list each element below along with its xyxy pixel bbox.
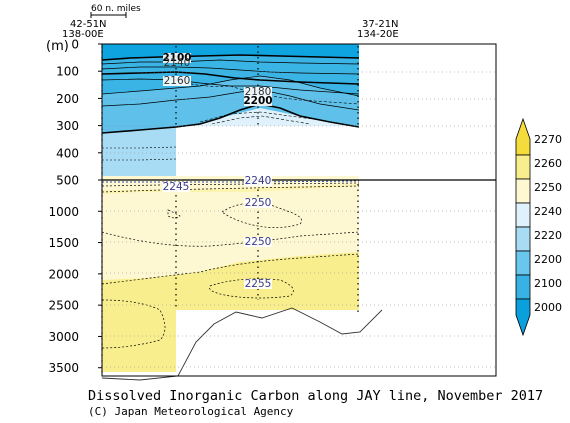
y-tick-label: 3500 xyxy=(48,361,79,375)
contour-label: 2240 xyxy=(245,175,272,187)
colorbar-label: 2270 xyxy=(534,133,562,146)
contour-label: 2245 xyxy=(163,181,190,193)
colorbar-segment xyxy=(515,117,531,156)
contour-label-bg xyxy=(163,76,191,86)
colorbar-segment xyxy=(515,202,531,228)
y-unit-label: (m) xyxy=(46,39,69,54)
colorbar-label: 2100 xyxy=(534,277,562,290)
colorbar-segment xyxy=(515,274,531,300)
contour-label-bg xyxy=(244,87,272,97)
colorbar-label: 2240 xyxy=(534,205,562,218)
y-tick-label: 2000 xyxy=(48,267,79,281)
colorbar-segment xyxy=(515,298,531,337)
contour-label: 2180 xyxy=(245,86,272,98)
chart-title: Dissolved Inorganic Carbon along JAY lin… xyxy=(88,388,544,404)
y-tick-label: 0 xyxy=(71,38,79,52)
contour-label-bg xyxy=(162,182,190,192)
contour-label: 2250 xyxy=(245,236,272,248)
bottom-topography xyxy=(101,307,383,381)
y-tick-label: 1500 xyxy=(48,236,79,250)
colorbar-label: 2200 xyxy=(534,253,562,266)
contour-label-bg xyxy=(244,96,272,106)
y-axis-lower: 1000 1500 2000 2500 3000 3500 xyxy=(48,205,102,375)
scale-bar-label: 60 n. miles xyxy=(91,4,141,14)
upper-panel-contours xyxy=(102,54,359,161)
contour-label: 2255 xyxy=(245,278,272,290)
left-station-lon: 138-00E xyxy=(62,29,104,40)
contour-label: 2140 xyxy=(164,57,191,69)
contour-label: 2160 xyxy=(164,75,191,87)
colorbar-segment xyxy=(515,178,531,204)
right-station-lon: 134-20E xyxy=(357,29,399,40)
y-tick-label: 300 xyxy=(56,119,79,133)
plot-frame xyxy=(101,43,497,377)
y-tick-label: 100 xyxy=(56,65,79,79)
y-tick-label: 2500 xyxy=(48,299,79,313)
lower-panel-fill xyxy=(102,180,359,376)
colorbar-segment xyxy=(515,250,531,276)
y-tick-label: 1000 xyxy=(48,205,79,219)
y-tick-label: 3000 xyxy=(48,330,79,344)
colorbar-label: 2250 xyxy=(534,181,562,194)
colorbar-segment xyxy=(515,226,531,252)
colorbar-segment xyxy=(515,154,531,180)
contour-label: 2200 xyxy=(243,95,272,107)
y-axis-upper: 0 100 200 300 400 500 xyxy=(56,38,102,188)
contour-label-bg xyxy=(163,53,191,63)
contour-label-bg xyxy=(244,237,272,247)
station-headers: 42-51N 138-00E 37-21N 134-20E xyxy=(62,19,399,40)
right-station-lat: 37-21N xyxy=(362,19,399,30)
scale-bar: 60 n. miles xyxy=(90,4,141,18)
colorbar-label: 2260 xyxy=(534,157,562,170)
left-station-lat: 42-51N xyxy=(70,19,107,30)
grid-lines xyxy=(102,71,496,368)
colorbar-label: 2000 xyxy=(534,301,562,314)
y-tick-label: 400 xyxy=(56,146,79,160)
contour-label: 2250 xyxy=(245,197,272,209)
contour-label-bg xyxy=(244,279,272,289)
y-tick-label: 200 xyxy=(56,92,79,106)
colorbar: 2270 2260 2250 2240 2220 2200 2100 2000 xyxy=(515,117,562,337)
contour-label-bg xyxy=(244,176,272,186)
colorbar-label: 2220 xyxy=(534,229,562,242)
contour-label: 2100 xyxy=(162,52,191,64)
contour-label-bg xyxy=(244,198,272,208)
chart-credit: (C) Japan Meteorological Agency xyxy=(88,405,294,418)
y-tick-label: 500 xyxy=(56,174,79,188)
upper-panel-fill xyxy=(102,44,359,180)
